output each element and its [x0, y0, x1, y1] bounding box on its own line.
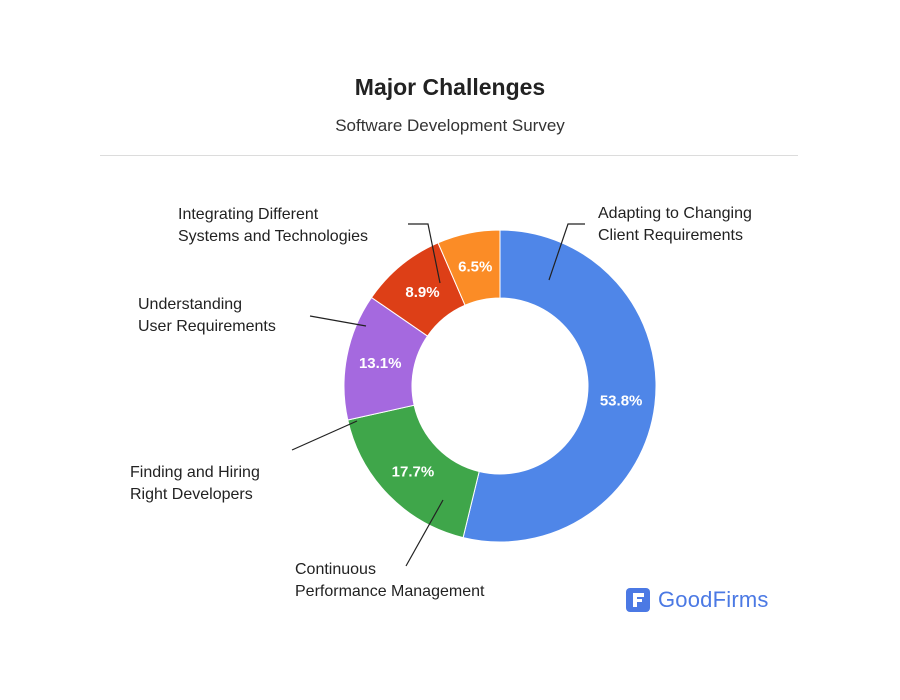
leader-line-4 [309, 315, 367, 327]
category-label-1: Adapting to Changing Client Requirements [598, 205, 752, 244]
leader-line-5 [408, 223, 441, 284]
goodfirms-logo-icon [626, 588, 650, 612]
slice-value-label-4: 8.9% [405, 284, 439, 301]
brand-logo: GoodFirms [626, 585, 769, 615]
slice-value-label-2: 17.7% [392, 463, 435, 480]
brand-name: GoodFirms [658, 587, 769, 612]
chart-subtitle: Software Development Survey [335, 116, 565, 135]
category-label-5: Integrating Different Systems and Technol… [178, 206, 368, 245]
category-label-3: Finding and Hiring Right Developers [130, 464, 260, 503]
slice-value-label-1: 53.8% [600, 393, 643, 410]
leader-line-2 [405, 499, 444, 567]
leader-line-3 [291, 420, 358, 451]
category-label-2: Continuous Performance Management [295, 561, 485, 600]
leader-line-1 [548, 223, 585, 281]
chart-title: Major Challenges [354, 74, 546, 100]
slice-value-label-5: 6.5% [458, 259, 492, 276]
category-label-4: Understanding User Requirements [138, 296, 276, 335]
slice-1 [462, 229, 657, 543]
slice-5 [437, 229, 501, 306]
slice-value-label-3: 13.1% [359, 355, 402, 372]
header-divider [100, 155, 798, 156]
